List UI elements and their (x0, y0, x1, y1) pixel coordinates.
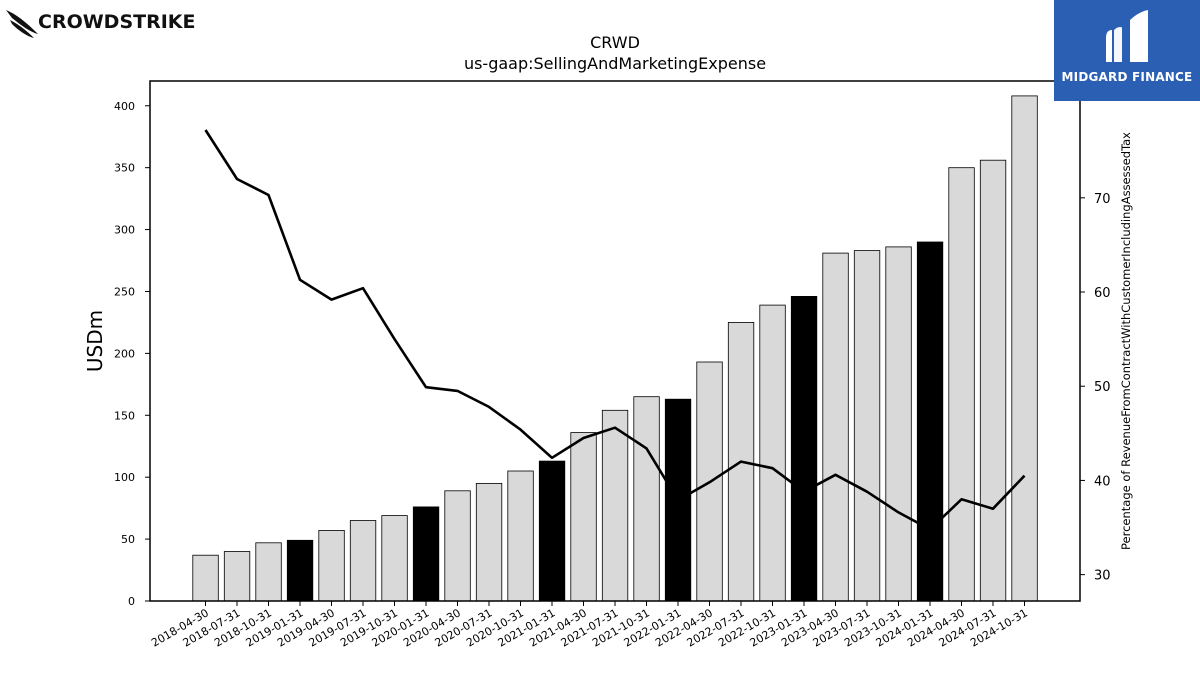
bar-2023-01-31 (790, 295, 818, 602)
bar-2018-10-31 (255, 542, 282, 602)
y2-tick-label-40: 40 (1094, 474, 1111, 489)
bar-2019-01-31 (286, 539, 314, 602)
bar-2023-07-31 (853, 250, 881, 602)
y2-tick-label-70: 70 (1094, 192, 1111, 207)
y-tick-label-350: 350 (114, 162, 135, 175)
y-tick-label-50: 50 (121, 533, 135, 546)
bar-2024-04-30 (948, 167, 975, 602)
bar-2019-04-30 (318, 530, 345, 602)
falcon-icon (6, 10, 38, 38)
bar-2024-07-31 (979, 159, 1007, 602)
y-tick-label-250: 250 (114, 285, 135, 298)
chart-subtitle: us-gaap:SellingAndMarketingExpense (463, 54, 767, 73)
crowdstrike-logo: CROWDSTRIKE (4, 4, 196, 40)
midgard-finance-logo: MIDGARD FINANCE (1054, 0, 1200, 101)
bar-2021-07-31 (601, 409, 629, 602)
bar-2021-10-31 (633, 396, 660, 602)
y-tick-label-400: 400 (114, 100, 135, 113)
bar-2021-01-31 (538, 460, 566, 602)
bar-2020-07-31 (475, 482, 503, 602)
bar-2020-01-31 (412, 506, 440, 602)
y-tick-label-0: 0 (128, 595, 135, 608)
bar-2022-10-31 (759, 304, 786, 602)
y2-tick-label-30: 30 (1094, 569, 1111, 584)
bar-2024-10-31 (1011, 95, 1038, 602)
crowdstrike-wordmark: CROWDSTRIKE (38, 11, 196, 33)
bar-2020-04-30 (444, 490, 471, 602)
bar-2020-10-31 (507, 470, 534, 602)
midgard-wordmark: MIDGARD FINANCE (1061, 70, 1193, 84)
bar-2023-04-30 (822, 252, 849, 602)
bar-2019-10-31 (381, 515, 408, 602)
bar-2023-10-31 (885, 246, 912, 602)
bar-2018-07-31 (223, 551, 251, 602)
y-tick-label-300: 300 (114, 224, 135, 237)
y-axis-label: USDm (83, 310, 107, 372)
y2-axis-label: Percentage of RevenueFromContractWithCus… (1119, 132, 1133, 550)
midgard-m-icon (1106, 10, 1148, 64)
revenue-percentage-line (204, 129, 1026, 531)
y-tick-label-150: 150 (114, 409, 135, 422)
chart-title: CRWD (590, 33, 640, 52)
y2-tick-label-50: 50 (1094, 380, 1111, 395)
bar-2019-07-31 (349, 520, 377, 602)
y2-tick-label-60: 60 (1094, 286, 1111, 301)
bar-2024-01-31 (916, 241, 944, 602)
y-tick-label-100: 100 (114, 471, 135, 484)
chart-title-block: CRWD us-gaap:SellingAndMarketingExpense (0, 32, 1200, 74)
bar-2021-04-30 (570, 432, 597, 602)
bar-2018-04-30 (192, 554, 219, 602)
y-tick-label-200: 200 (114, 347, 135, 360)
